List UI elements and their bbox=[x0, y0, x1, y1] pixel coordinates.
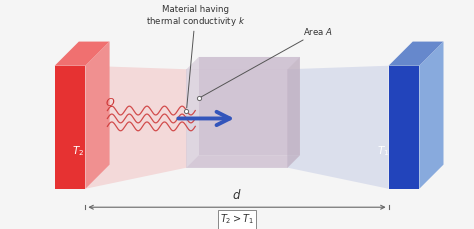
Polygon shape bbox=[186, 57, 300, 69]
Text: $Q$: $Q$ bbox=[105, 96, 116, 109]
Polygon shape bbox=[389, 66, 419, 189]
Text: $d$: $d$ bbox=[232, 188, 242, 202]
Polygon shape bbox=[186, 69, 288, 168]
Polygon shape bbox=[85, 42, 109, 189]
Polygon shape bbox=[55, 42, 109, 66]
Polygon shape bbox=[389, 42, 444, 66]
Text: Material having
thermal conductivity $k$: Material having thermal conductivity $k$ bbox=[146, 5, 245, 108]
Polygon shape bbox=[419, 42, 444, 189]
Polygon shape bbox=[288, 57, 300, 168]
Text: $T_2 > T_1$: $T_2 > T_1$ bbox=[220, 212, 254, 226]
Text: Area $A$: Area $A$ bbox=[201, 26, 333, 97]
Polygon shape bbox=[186, 155, 300, 168]
Polygon shape bbox=[85, 66, 186, 189]
Polygon shape bbox=[55, 66, 85, 189]
Text: $T_1$: $T_1$ bbox=[377, 144, 389, 158]
Polygon shape bbox=[288, 66, 389, 189]
Text: $T_2$: $T_2$ bbox=[72, 144, 84, 158]
Polygon shape bbox=[199, 57, 300, 155]
